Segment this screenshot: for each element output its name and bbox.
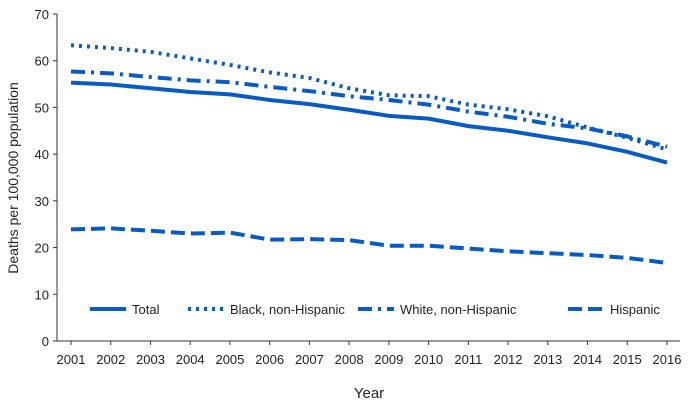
x-tick-label: 2016	[653, 352, 682, 367]
x-tick-label: 2015	[613, 352, 642, 367]
y-tick-label: 60	[35, 54, 49, 69]
y-tick-label: 10	[35, 287, 49, 302]
series-line-2	[70, 69, 668, 149]
x-axis-label: Year	[354, 385, 384, 402]
y-tick-label: 40	[35, 147, 49, 162]
x-tick-label: 2008	[335, 352, 364, 367]
x-tick-label: 2014	[573, 352, 602, 367]
y-tick-label: 50	[35, 100, 49, 115]
x-tick-label: 2002	[96, 352, 125, 367]
legend-label: White, non-Hispanic	[400, 302, 517, 317]
x-tick-label: 2013	[533, 352, 562, 367]
y-tick-label: 20	[35, 241, 49, 256]
y-axis-label: Deaths per 100,000 population	[5, 82, 21, 273]
x-tick-label: 2007	[295, 352, 324, 367]
y-tick-label: 70	[35, 7, 49, 22]
x-tick-label: 2003	[136, 352, 165, 367]
x-tick-label: 2010	[414, 352, 443, 367]
legend-label: Hispanic	[610, 302, 660, 317]
x-tick-label: 2004	[176, 352, 205, 367]
x-tick-label: 2009	[374, 352, 403, 367]
x-tick-label: 2011	[454, 352, 482, 367]
y-tick-label: 0	[42, 334, 49, 349]
legend-label: Total	[132, 302, 160, 317]
y-tick-label: 30	[35, 194, 49, 209]
x-tick-label: 2001	[57, 352, 86, 367]
x-tick-label: 2006	[255, 352, 284, 367]
x-tick-label: 2005	[215, 352, 244, 367]
x-tick-label: 2012	[494, 352, 523, 367]
series-line-0	[70, 80, 668, 165]
series-line-3	[70, 226, 668, 265]
legend-label: Black, non-Hispanic	[230, 302, 345, 317]
